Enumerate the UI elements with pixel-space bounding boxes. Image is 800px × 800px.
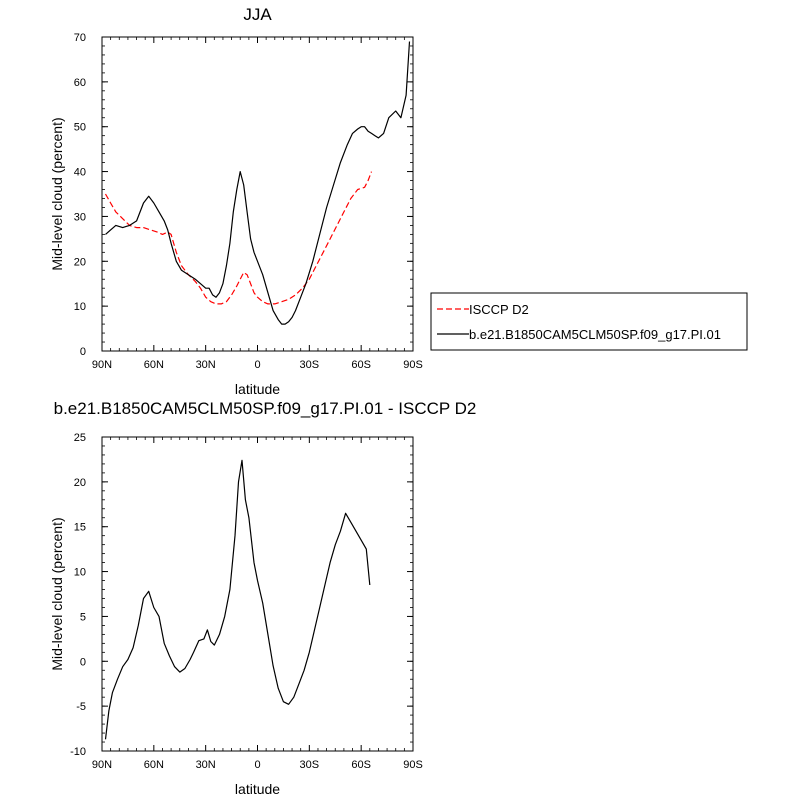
x-tick-label: 90N [92,359,112,371]
y-tick-label: 60 [74,77,86,89]
y-tick-label: 20 [74,477,86,489]
plot-frame [101,36,414,352]
y-tick-label: 10 [74,567,86,579]
x-tick-label: 30S [300,359,320,371]
series-line-1 [105,41,411,325]
top-chart-panel: 90N 60N 30N 0 30S 60S 90S 0 10 20 30 40 50 60 70 JJA lat… [49,5,748,397]
bottom-chart-panel: 90N 60N 30N 0 30S 60S 90S -10 -5 0 5 10 15 20 25 b.e21.… [49,399,476,797]
x-tick-label: 0 [254,759,260,771]
y-tick-label: -5 [76,701,86,713]
legend-label-0: ISCCP D2 [469,302,529,317]
x-tick-label: 90S [403,359,423,371]
legend-box [430,292,748,351]
y-tick-label: 30 [74,211,86,223]
y-tick-label: 20 [74,256,86,268]
y-tick-label: 0 [80,656,86,668]
x-tick-label: 60S [351,759,371,771]
x-tick-label: 60N [144,759,164,771]
x-axis-label: latitude [235,781,280,797]
y-tick-label: 50 [74,122,86,134]
x-tick-label: 90N [92,759,112,771]
x-tick-label: 60S [351,359,371,371]
series-line-0 [104,459,371,740]
series-line-0 [104,171,373,305]
x-tick-label: 0 [254,359,260,371]
y-tick-label: 25 [74,432,86,444]
y-tick-label: 5 [80,611,86,623]
legend-label-1: b.e21.B1850CAM5CLM50SP.f09_g17.PI.01 [469,327,721,342]
y-axis-label: Mid-level cloud (percent) [49,517,65,670]
y-tick-label: -10 [70,746,86,758]
y-tick-label: 15 [74,522,86,534]
y-axis-label: Mid-level cloud (percent) [49,117,65,270]
x-tick-label: 30N [196,759,216,771]
y-tick-label: 10 [74,301,86,313]
x-tick-label: 90S [403,759,423,771]
y-tick-label: 0 [80,346,86,358]
y-tick-label: 70 [74,32,86,44]
plot-frame [101,436,414,752]
x-tick-label: 30S [300,759,320,771]
x-axis-label: latitude [235,381,280,397]
x-tick-label: 60N [144,359,164,371]
chart-title: b.e21.B1850CAM5CLM50SP.f09_g17.PI.01 - I… [54,399,477,418]
x-tick-label: 30N [196,359,216,371]
chart-title: JJA [243,5,272,24]
y-tick-label: 40 [74,167,86,179]
